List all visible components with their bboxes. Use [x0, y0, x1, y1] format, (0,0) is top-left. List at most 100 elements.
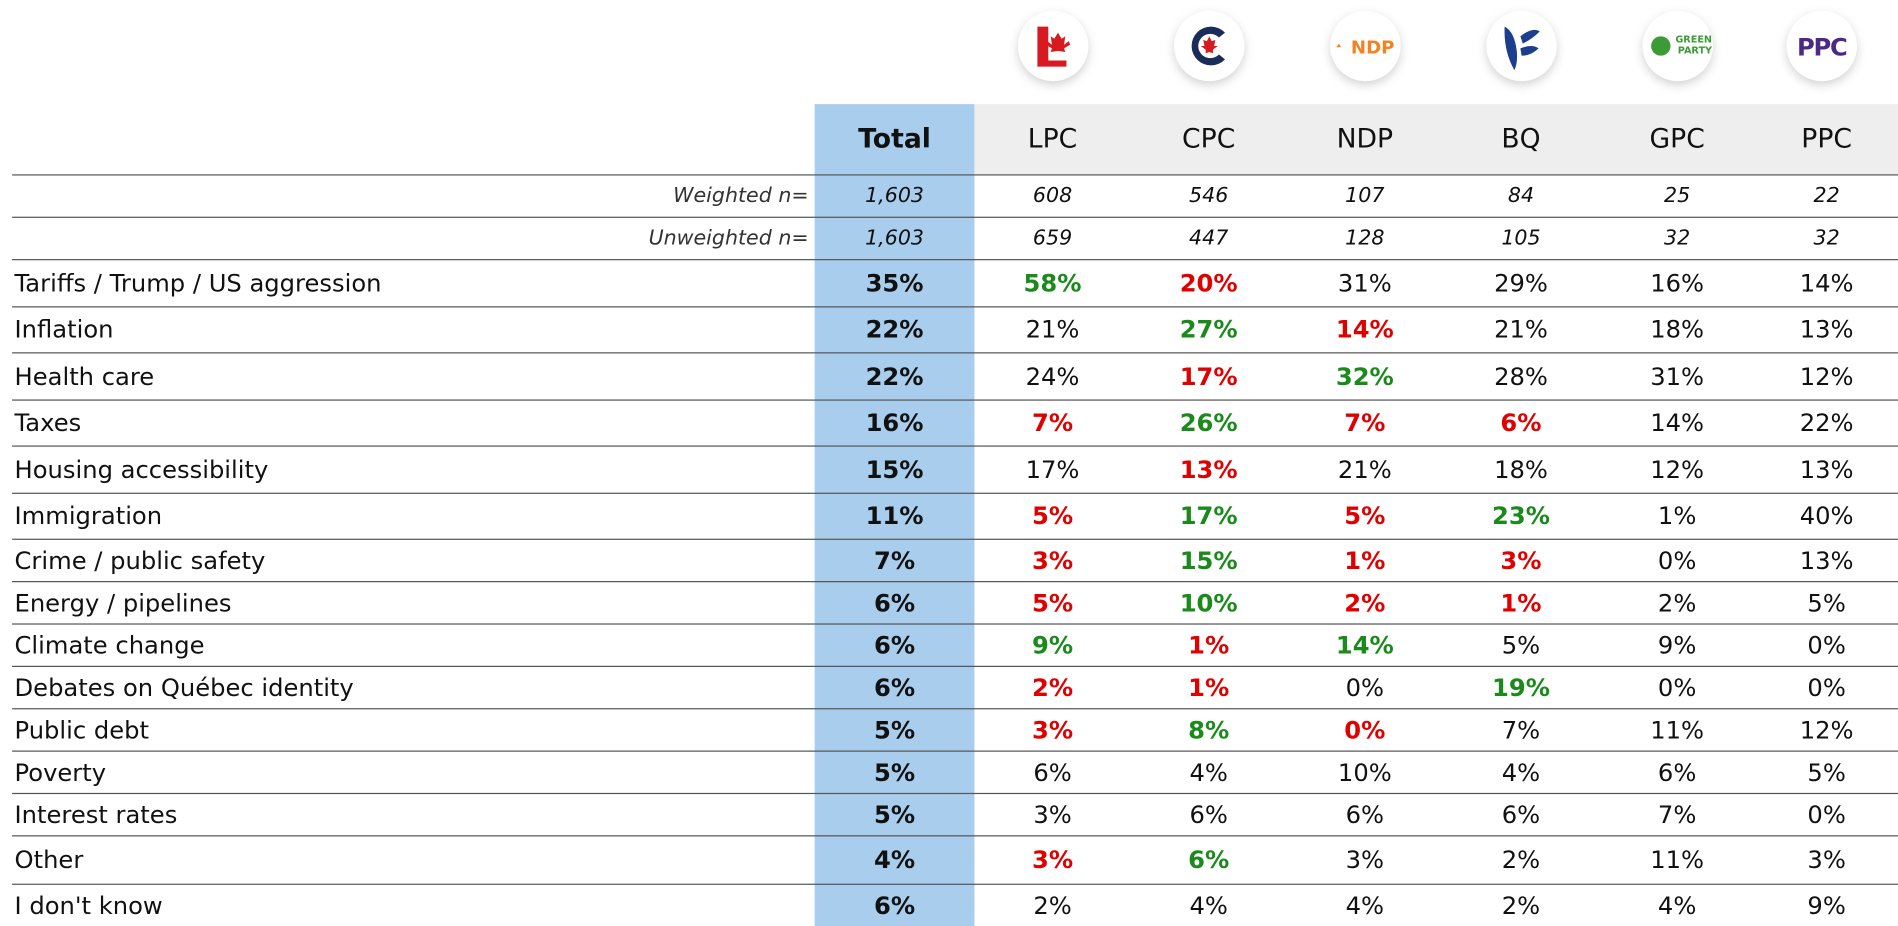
party-value: 22% [1799, 407, 1854, 437]
base-value: 22 [1813, 183, 1840, 208]
column-header: BQ [1501, 124, 1541, 155]
ppc-logo-text: PPC [1797, 34, 1847, 62]
row-divider [12, 581, 1898, 583]
party-value: 2% [1501, 844, 1541, 874]
lpc-logo [1018, 10, 1089, 82]
row-divider [12, 352, 1898, 354]
party-value: 6% [1657, 757, 1697, 787]
base-value: 546 [1189, 183, 1229, 208]
total-value: 4% [873, 844, 916, 874]
party-value: 3% [1807, 844, 1846, 874]
total-value: 6% [873, 630, 916, 660]
row-divider [12, 665, 1898, 667]
column-header: NDP [1336, 124, 1394, 155]
row-label: Inflation [14, 314, 114, 344]
party-value: 21% [1337, 454, 1392, 484]
party-value: 15% [1179, 545, 1238, 575]
base-value: 1,603 [865, 225, 925, 250]
party-value: 3% [1033, 799, 1072, 829]
cpc-logo [1174, 10, 1245, 82]
party-value: 1% [1500, 587, 1542, 617]
row-divider [12, 792, 1898, 795]
base-value: 1,603 [865, 183, 925, 208]
party-value: 1% [1657, 501, 1697, 531]
total-value: 22% [865, 314, 924, 344]
base-value: 25 [1664, 183, 1691, 208]
party-value: 6% [1188, 844, 1230, 874]
party-value: 13% [1799, 314, 1854, 344]
row-divider [12, 174, 1898, 176]
party-value: 0% [1657, 545, 1697, 575]
row-label: Immigration [14, 501, 163, 531]
party-value: 21% [1025, 314, 1080, 344]
party-value: 58% [1023, 268, 1082, 298]
party-value: 3% [1031, 844, 1074, 874]
row-divider [12, 306, 1898, 308]
base-value: 32 [1813, 225, 1840, 250]
party-value: 7% [1657, 799, 1697, 829]
party-value: 3% [1031, 545, 1074, 575]
base-label: Weighted n= [673, 183, 809, 208]
ppc-logo: PPC [1786, 10, 1857, 82]
party-value: 3% [1031, 714, 1074, 744]
party-value: 16% [1650, 268, 1705, 298]
party-value: 19% [1492, 672, 1550, 702]
base-value: 32 [1664, 225, 1691, 250]
column-header: GPC [1649, 124, 1705, 155]
bq-logo [1486, 10, 1557, 82]
party-value: 14% [1799, 268, 1854, 298]
base-label: Unweighted n= [648, 225, 809, 250]
party-value: 20% [1179, 268, 1238, 298]
party-value: 11% [1650, 844, 1705, 874]
total-value: 6% [873, 890, 916, 920]
column-header: CPC [1182, 124, 1236, 155]
party-value: 12% [1799, 714, 1854, 744]
party-value: 40% [1799, 501, 1854, 531]
party-value: 7% [1344, 407, 1386, 437]
party-value: 0% [1807, 630, 1846, 660]
party-value: 10% [1179, 587, 1238, 617]
party-value: 2% [1033, 890, 1072, 920]
party-value: 12% [1799, 361, 1854, 391]
party-value: 9% [1031, 630, 1074, 660]
header-bg [974, 104, 1898, 175]
base-value: 128 [1345, 225, 1385, 250]
party-value: 6% [1345, 799, 1385, 829]
party-value: 9% [1807, 890, 1846, 920]
party-value: 14% [1650, 407, 1705, 437]
row-label: Tariffs / Trump / US aggression [14, 268, 382, 298]
total-value: 5% [873, 757, 916, 787]
party-value: 21% [1494, 314, 1548, 344]
party-value: 14% [1335, 630, 1394, 660]
row-label: Health care [14, 361, 155, 391]
party-value: 0% [1807, 672, 1846, 702]
party-value: 7% [1031, 407, 1074, 437]
row-divider [12, 623, 1898, 625]
row-divider [12, 216, 1898, 218]
party-value: 27% [1179, 314, 1238, 344]
party-value: 3% [1500, 545, 1542, 575]
column-header: LPC [1027, 124, 1078, 155]
row-label: Energy / pipelines [14, 587, 232, 617]
party-value: 4% [1345, 890, 1385, 920]
party-value: 8% [1188, 714, 1230, 744]
base-value: 608 [1032, 183, 1073, 208]
party-value: 4% [1189, 757, 1228, 787]
ndp-logo-text: NDP [1351, 37, 1395, 58]
row-label: Housing accessibility [14, 454, 269, 484]
party-value: 0% [1657, 672, 1697, 702]
party-value: 14% [1335, 314, 1394, 344]
party-value: 0% [1344, 714, 1386, 744]
party-value: 13% [1799, 545, 1854, 575]
party-value: 5% [1031, 501, 1074, 531]
base-value: 105 [1501, 225, 1541, 250]
party-value: 5% [1807, 757, 1846, 787]
total-value: 5% [873, 799, 916, 829]
party-value: 1% [1344, 545, 1386, 575]
party-value: 9% [1657, 630, 1697, 660]
row-divider [12, 399, 1898, 401]
party-value: 1% [1188, 672, 1230, 702]
row-divider [12, 708, 1898, 710]
column-header: PPC [1801, 124, 1853, 155]
